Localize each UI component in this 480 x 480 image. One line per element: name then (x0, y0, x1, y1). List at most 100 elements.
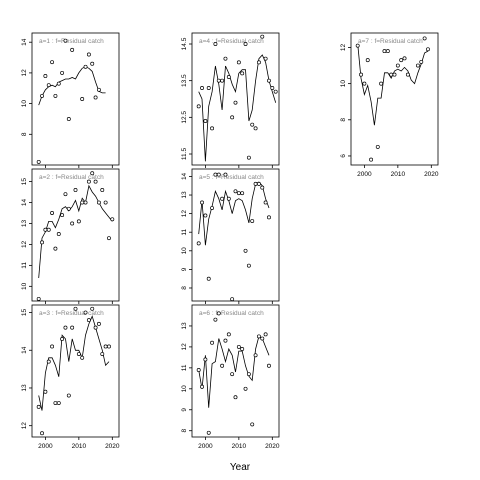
observed-point (103, 344, 108, 349)
fitted-line (198, 54, 277, 162)
observed-point (359, 72, 363, 77)
x-tick-label: 2020 (265, 443, 280, 450)
y-tick-label: 12 (21, 240, 28, 248)
y-tick-label: 13.5 (181, 74, 188, 87)
observed-point (365, 58, 370, 63)
observed-point (203, 357, 208, 362)
observed-point (70, 325, 75, 330)
observed-point (96, 200, 101, 205)
panel-strip-label: a=4 : f=Residual catch (199, 38, 264, 45)
observed-point (83, 64, 88, 69)
observed-point (250, 422, 255, 427)
observed-point (216, 311, 221, 316)
observed-point (246, 372, 251, 377)
observed-point (246, 263, 251, 268)
observed-point (213, 172, 218, 177)
observed-point (233, 100, 238, 105)
observed-point (243, 42, 248, 46)
observed-point (395, 63, 400, 68)
observed-point (223, 338, 228, 343)
observed-point (73, 306, 78, 311)
observed-point (355, 43, 360, 48)
observed-point (40, 431, 44, 436)
observed-point (56, 81, 61, 86)
observed-point (223, 56, 228, 61)
observed-point (80, 200, 85, 205)
observed-point (36, 159, 41, 164)
observed-point (240, 71, 245, 76)
observed-point (273, 89, 278, 94)
y-tick-label: 14 (21, 199, 28, 207)
observed-point (253, 126, 258, 131)
panel-5: a=5 : f=Residual catch 8 9 10 11 12 13 14 (181, 168, 280, 304)
observed-point (103, 200, 108, 205)
observed-point (240, 191, 245, 196)
observed-point (213, 42, 218, 46)
y-tick-label: 13 (21, 384, 28, 392)
observed-point (419, 59, 424, 64)
observed-point (200, 384, 204, 389)
observed-point (243, 248, 248, 253)
y-tick-label: 10 (181, 247, 188, 255)
observed-point (56, 401, 61, 406)
observed-point (83, 310, 88, 315)
observed-point (86, 179, 91, 184)
observed-point (236, 191, 241, 196)
observed-point (80, 355, 85, 360)
observed-point (63, 325, 68, 330)
observed-point (70, 221, 75, 226)
y-tick-label: 13 (181, 322, 188, 330)
y-tick-label: 8 (21, 132, 28, 136)
observed-point (200, 86, 204, 90)
observed-point (200, 200, 204, 205)
observed-point (40, 93, 44, 98)
x-tick-label: 2010 (391, 171, 406, 178)
observed-point (223, 172, 228, 177)
x-tick-label: 2010 (232, 443, 247, 450)
observed-point (93, 325, 98, 330)
y-tick-label: 11 (181, 228, 188, 235)
observed-point (392, 72, 397, 77)
y-tick-label: 13 (21, 219, 28, 227)
fitted-line (198, 335, 270, 408)
observed-point (66, 117, 71, 121)
observed-point (240, 347, 245, 351)
y-tick-label: 12 (21, 69, 28, 77)
fitted-line (357, 43, 429, 126)
observed-point (206, 430, 211, 435)
observed-point (90, 171, 95, 176)
y-tick-label: 11.5 (181, 148, 188, 161)
observed-point (96, 321, 101, 326)
observed-point (76, 352, 81, 356)
observed-point (93, 179, 98, 184)
observed-point (196, 104, 201, 109)
panel-6: a=6 : f=Residual catch 8 9 10 11 12 13 2000 2010… (181, 304, 280, 450)
observed-point (253, 181, 258, 186)
y-tick-label: 11 (21, 262, 28, 269)
y-tick-label: 8 (181, 429, 188, 433)
y-tick-label: 10 (181, 385, 188, 393)
x-tick-label: 2000 (198, 443, 213, 450)
panel-strip-label: a=3 : f=Residual catch (39, 310, 104, 317)
observed-point (60, 213, 65, 218)
observed-point (220, 363, 225, 368)
observed-point (66, 393, 71, 398)
observed-point (260, 185, 265, 190)
observed-point (369, 157, 374, 162)
panel-3: a=3 : f=Residual catch 12 13 14 15 2000 2010 20… (21, 304, 120, 450)
observed-point (63, 38, 68, 43)
y-tick-label: 8 (181, 286, 188, 290)
panel-strip-label: a=7 : f=Residual catch (358, 38, 423, 45)
observed-point (233, 189, 238, 194)
observed-point (210, 206, 215, 210)
observed-point (236, 60, 241, 65)
panel-frame (350, 32, 439, 166)
observed-point (60, 70, 65, 75)
observed-point (226, 196, 231, 201)
observed-point (260, 34, 265, 39)
observed-point (56, 232, 61, 236)
observed-point (270, 86, 275, 90)
observed-point (426, 47, 430, 52)
observed-point (415, 63, 420, 68)
